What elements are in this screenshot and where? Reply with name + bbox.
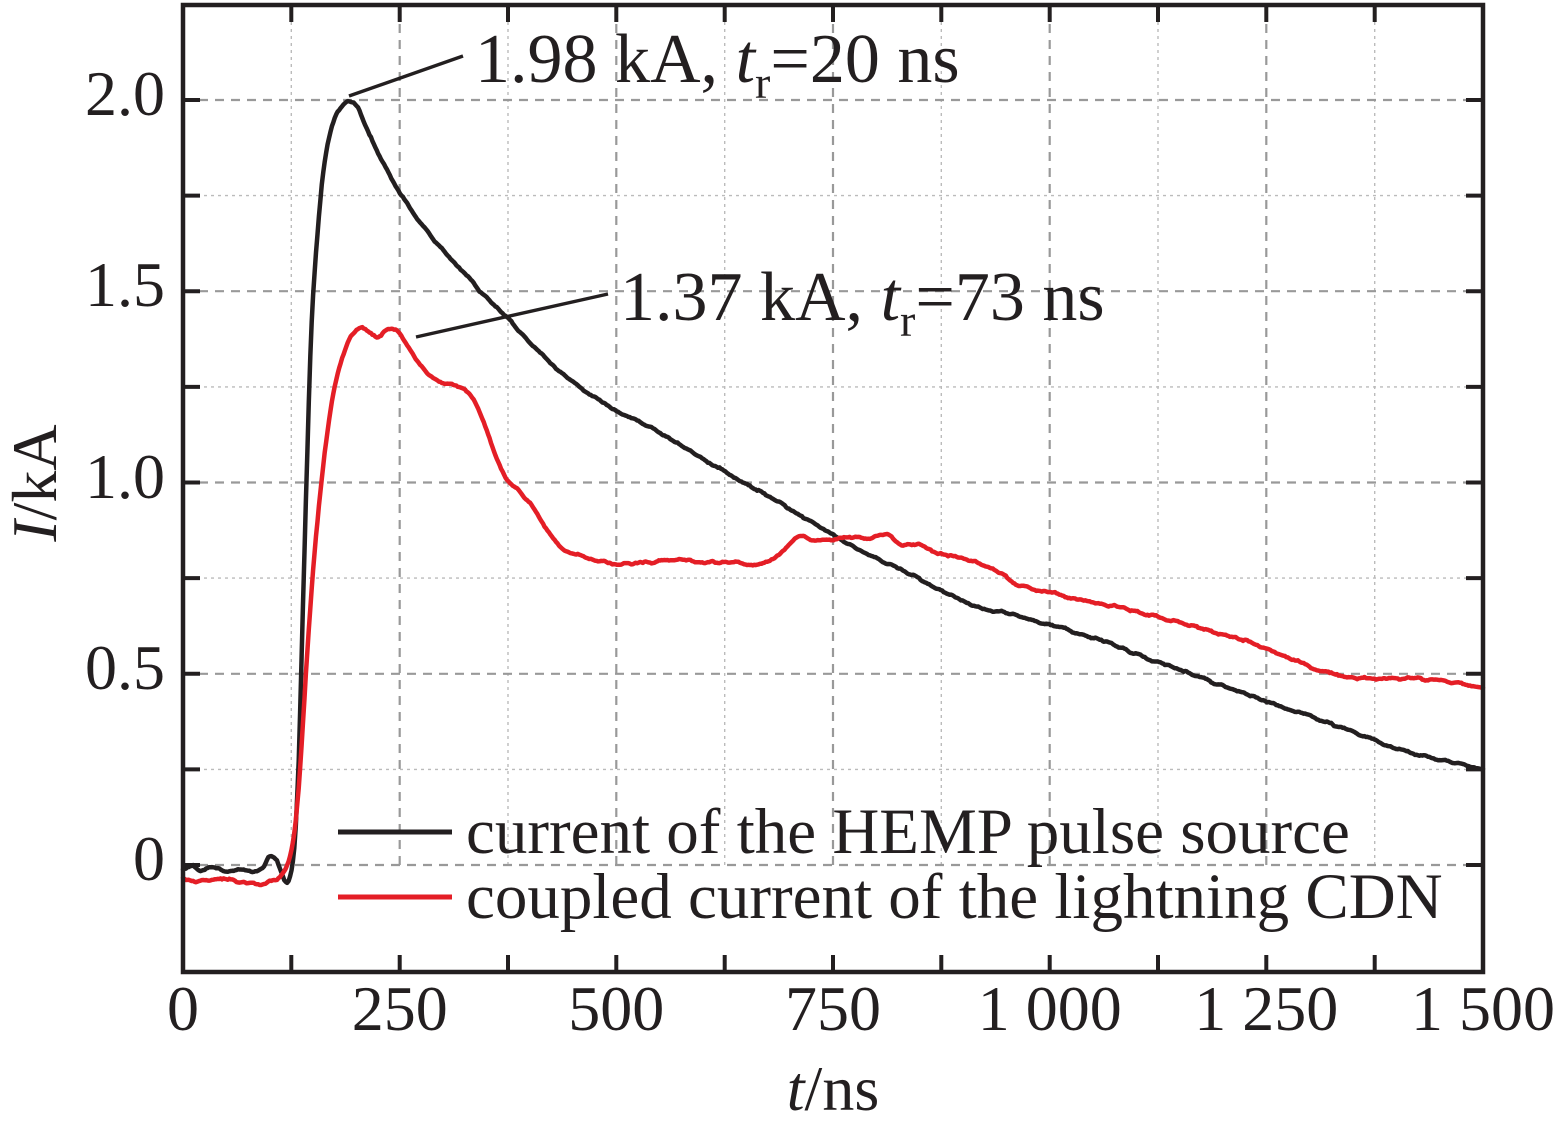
svg-text:1 500: 1 500 bbox=[1411, 973, 1555, 1044]
svg-text:1.37 kA, tr=73 ns: 1.37 kA, tr=73 ns bbox=[620, 259, 1105, 346]
svg-text:t/ns: t/ns bbox=[787, 1053, 879, 1124]
svg-text:2.0: 2.0 bbox=[85, 58, 165, 129]
svg-text:0.5: 0.5 bbox=[85, 632, 165, 703]
svg-text:I/kA: I/kA bbox=[0, 424, 70, 542]
svg-text:1 250: 1 250 bbox=[1194, 973, 1338, 1044]
svg-text:1 000: 1 000 bbox=[978, 973, 1122, 1044]
svg-text:coupled current of the lightni: coupled current of the lightning CDN bbox=[466, 861, 1443, 933]
svg-text:1.5: 1.5 bbox=[85, 249, 165, 320]
svg-text:0: 0 bbox=[167, 973, 199, 1044]
svg-text:1.0: 1.0 bbox=[85, 441, 165, 512]
svg-text:500: 500 bbox=[568, 973, 664, 1044]
svg-text:250: 250 bbox=[352, 973, 448, 1044]
svg-text:1.98 kA, tr=20 ns: 1.98 kA, tr=20 ns bbox=[475, 21, 960, 108]
svg-text:750: 750 bbox=[785, 973, 881, 1044]
svg-text:0: 0 bbox=[133, 823, 165, 894]
svg-text:current of the HEMP pulse sour: current of the HEMP pulse source bbox=[466, 796, 1350, 868]
